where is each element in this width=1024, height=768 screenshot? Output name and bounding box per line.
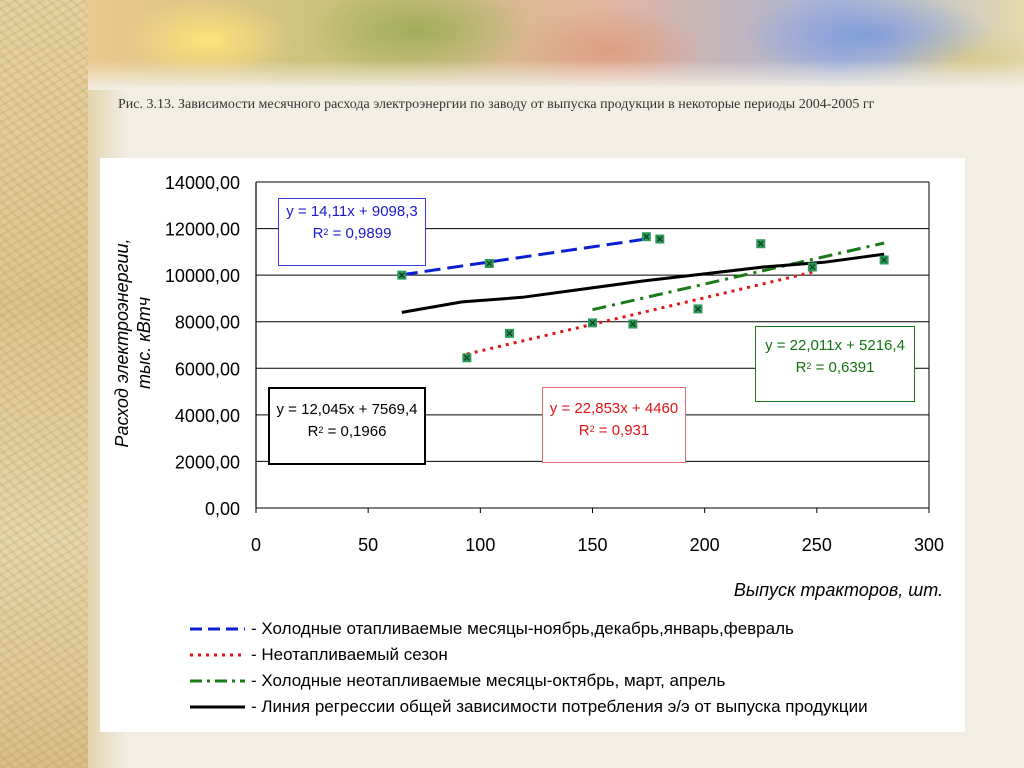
chart-panel: 0,00 2000,00 4000,00 6000,00 8000,00 10000,00…	[100, 158, 965, 732]
equation-text: y = 12,045x + 7569,4	[276, 401, 418, 418]
legend-item: - Холодные неотапливаемые месяцы-октябрь…	[190, 668, 960, 694]
data-point	[756, 239, 766, 249]
trend-layer	[401, 237, 885, 356]
y-tick-label: 2000,00	[175, 452, 240, 472]
equation-text: y = 14,11x + 9098,3	[286, 203, 418, 220]
trendline-cold-heated	[401, 237, 649, 277]
data-point-cross	[643, 233, 650, 240]
figure-caption: Рис. 3.13. Зависимости месячного расхода…	[118, 97, 875, 112]
data-point-cross	[656, 236, 663, 242]
data-point-cross	[757, 240, 764, 247]
data-point	[879, 255, 889, 265]
legend-label: - Линия регрессии общей зависимости потр…	[251, 697, 868, 716]
data-point-cross	[695, 305, 701, 312]
r-squared-text: R2 = 0,6391	[795, 359, 875, 376]
data-point-cross	[506, 330, 513, 337]
equation-box-non-heated: y = 22,853x + 4460 R2 = 0,931	[542, 387, 686, 463]
equation-text: y = 22,853x + 4460	[549, 400, 679, 417]
data-point	[655, 234, 665, 244]
decorative-texture-left	[0, 0, 88, 768]
legend-swatch	[190, 627, 245, 631]
chart-legend: - Холодные отапливаемые месяцы-ноябрь,де…	[190, 616, 960, 720]
legend-item: - Неотапливаемый сезон	[190, 642, 960, 668]
x-tick-label: 100	[465, 535, 495, 555]
y-axis-title-line1: Расход электроэнергии,	[112, 239, 132, 448]
trendline-cold-nonheated	[592, 241, 885, 312]
point-layer	[397, 232, 889, 363]
data-point-cross	[881, 257, 888, 263]
y-tick-label: 4000,00	[175, 406, 240, 426]
data-point-cross	[486, 260, 493, 267]
legend-swatch	[190, 705, 245, 709]
x-tick-label: 250	[802, 535, 832, 555]
legend-label: - Холодные отапливаемые месяцы-ноябрь,де…	[251, 619, 794, 638]
x-tick-label: 200	[690, 535, 720, 555]
legend-item: - Линия регрессии общей зависимости потр…	[190, 694, 960, 720]
r-squared-text: R2 = 0,1966	[307, 423, 387, 440]
data-point	[641, 232, 651, 242]
data-point-cross	[809, 264, 816, 270]
equation-box-general: y = 12,045x + 7569,4 R2 = 0,1966	[268, 387, 426, 465]
y-tick-label: 12000,00	[165, 220, 240, 240]
data-point	[397, 270, 407, 280]
r-squared-text: R2 = 0,9899	[312, 225, 392, 242]
x-tick-label: 0	[251, 535, 261, 555]
data-point	[807, 262, 817, 272]
x-tick-label: 150	[577, 535, 607, 555]
y-tick-label: 0,00	[205, 499, 240, 519]
x-tick-label: 300	[914, 535, 944, 555]
data-point	[462, 353, 472, 363]
equation-box-cold-heated: y = 14,11x + 9098,3 R2 = 0,9899	[278, 198, 426, 266]
equation-text: y = 22,011x + 5216,4	[765, 337, 905, 354]
data-point-cross	[629, 321, 636, 327]
trendline-general	[401, 252, 885, 314]
y-tick-label: 6000,00	[175, 359, 240, 379]
trendline-non-heated	[466, 270, 813, 356]
x-tick-label: 50	[358, 535, 378, 555]
data-point	[693, 304, 703, 314]
data-point	[588, 318, 597, 328]
y-tick-label: 8000,00	[175, 313, 240, 333]
legend-item: - Холодные отапливаемые месяцы-ноябрь,де…	[190, 616, 960, 642]
legend-label: - Неотапливаемый сезон	[251, 645, 448, 664]
data-point	[628, 319, 638, 329]
legend-swatch	[190, 679, 245, 683]
chart-svg: 0,00 2000,00 4000,00 6000,00 8000,00 10000,00…	[112, 173, 944, 600]
data-point-cross	[398, 272, 405, 279]
axis-layer: 0,00 2000,00 4000,00 6000,00 8000,00 10000,00…	[165, 173, 944, 555]
x-axis-title: Выпуск тракторов, шт.	[734, 580, 943, 600]
equation-box-cold-nonheated: y = 22,011x + 5216,4 R2 = 0,6391	[755, 326, 915, 402]
data-point-cross	[589, 319, 596, 326]
data-point-cross	[463, 354, 470, 361]
y-tick-label: 14000,00	[165, 173, 240, 193]
data-point	[484, 259, 494, 268]
legend-label: - Холодные неотапливаемые месяцы-октябрь…	[251, 671, 726, 690]
decorative-banner-fade	[88, 60, 1024, 90]
data-point	[504, 328, 514, 338]
y-axis-title-line2: тыс. кВтч	[134, 297, 154, 389]
legend-swatch	[190, 653, 245, 657]
y-tick-label: 10000,00	[165, 266, 240, 286]
r-squared-text: R2 = 0,931	[578, 422, 650, 439]
